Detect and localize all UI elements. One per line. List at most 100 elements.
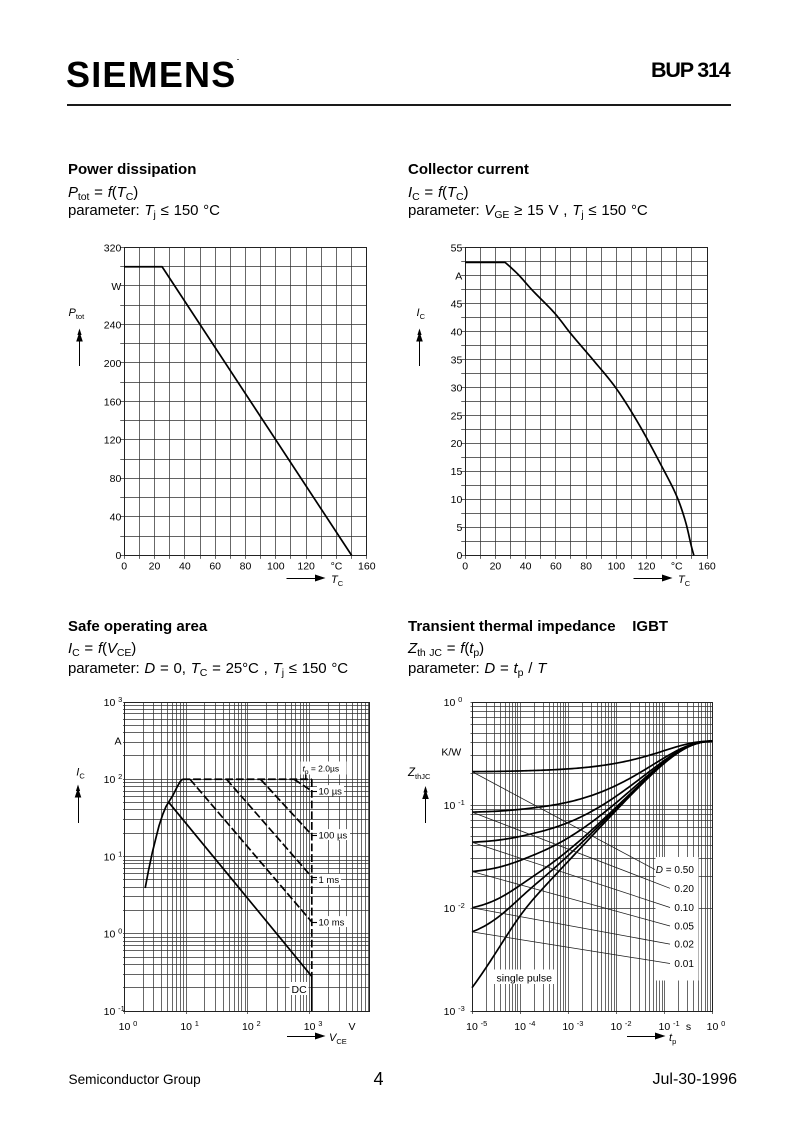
svg-text:10: 10 [104, 697, 116, 709]
svg-text:10 ms: 10 ms [319, 917, 345, 928]
svg-text:35: 35 [451, 354, 463, 366]
svg-text:160: 160 [104, 396, 122, 408]
svg-text:0: 0 [458, 695, 462, 704]
svg-text:A: A [455, 270, 462, 282]
svg-text:20: 20 [490, 561, 502, 573]
svg-text:10: 10 [104, 1006, 116, 1018]
svg-text:VCE: VCE [329, 1032, 347, 1046]
svg-text:10: 10 [444, 1006, 456, 1018]
svg-text:120: 120 [297, 561, 315, 573]
svg-text:200: 200 [104, 358, 122, 370]
svg-text:20: 20 [451, 438, 463, 450]
svg-text:10 µs: 10 µs [319, 786, 343, 797]
svg-text:-3: -3 [458, 1004, 465, 1013]
svg-text:2: 2 [118, 772, 122, 781]
svg-text:10: 10 [444, 697, 456, 709]
svg-text:0: 0 [121, 561, 127, 573]
svg-text:-2: -2 [458, 901, 465, 910]
svg-text:Ptot: Ptot [69, 307, 86, 321]
svg-text:10: 10 [466, 1021, 478, 1033]
svg-text:0: 0 [118, 927, 122, 936]
svg-text:10: 10 [304, 1021, 316, 1033]
svg-text:-3: -3 [577, 1019, 584, 1028]
svg-text:0.02: 0.02 [674, 940, 694, 951]
svg-text:80: 80 [580, 561, 592, 573]
svg-text:10: 10 [451, 494, 463, 506]
svg-text:0: 0 [462, 561, 468, 573]
svg-text:0: 0 [133, 1019, 137, 1028]
svg-text:K/W: K/W [441, 746, 461, 758]
svg-text:10: 10 [444, 800, 456, 812]
svg-text:30: 30 [451, 382, 463, 394]
svg-text:80: 80 [110, 473, 122, 485]
svg-text:s: s [686, 1021, 691, 1033]
svg-text:0.20: 0.20 [674, 884, 694, 895]
svg-text:V: V [348, 1021, 355, 1033]
svg-text:0.05: 0.05 [674, 922, 694, 933]
svg-text:-1: -1 [118, 1004, 125, 1013]
svg-text:-2: -2 [625, 1019, 632, 1028]
svg-text:TC: TC [331, 574, 344, 588]
svg-text:40: 40 [110, 512, 122, 524]
svg-text:60: 60 [550, 561, 562, 573]
svg-text:10: 10 [104, 929, 116, 941]
svg-text:100: 100 [267, 561, 285, 573]
svg-text:0: 0 [721, 1019, 725, 1028]
svg-text:-1: -1 [673, 1019, 680, 1028]
svg-text:40: 40 [451, 326, 463, 338]
svg-text:1 ms: 1 ms [319, 875, 340, 886]
svg-text:IC: IC [417, 307, 426, 321]
svg-text:100 µs: 100 µs [319, 830, 348, 841]
svg-text:1: 1 [118, 849, 122, 858]
svg-text:10: 10 [659, 1021, 671, 1033]
svg-text:20: 20 [149, 561, 161, 573]
svg-text:°C: °C [671, 561, 683, 573]
svg-text:single pulse: single pulse [497, 972, 553, 984]
svg-text:IC: IC [76, 767, 85, 781]
svg-text:D = 0.50: D = 0.50 [656, 865, 695, 876]
svg-text:10: 10 [562, 1021, 574, 1033]
svg-text:45: 45 [451, 298, 463, 310]
svg-text:160: 160 [698, 561, 716, 573]
svg-text:120: 120 [104, 435, 122, 447]
svg-text:-5: -5 [481, 1019, 488, 1028]
svg-text:120: 120 [638, 561, 656, 573]
svg-text:5: 5 [456, 522, 462, 534]
svg-text:10: 10 [104, 851, 116, 863]
svg-text:DC: DC [292, 984, 308, 996]
svg-text:15: 15 [451, 466, 463, 478]
svg-text:2: 2 [257, 1019, 261, 1028]
svg-text:0: 0 [115, 550, 121, 562]
svg-text:3: 3 [318, 1019, 322, 1028]
svg-text:100: 100 [608, 561, 626, 573]
svg-text:240: 240 [104, 319, 122, 331]
svg-text:0.01: 0.01 [674, 959, 694, 970]
svg-text:40: 40 [179, 561, 191, 573]
svg-text:-4: -4 [529, 1019, 536, 1028]
svg-text:3: 3 [118, 695, 122, 704]
svg-text:°C: °C [331, 561, 343, 573]
svg-text:10: 10 [104, 774, 116, 786]
svg-text:1: 1 [195, 1019, 199, 1028]
svg-text:TC: TC [678, 574, 691, 588]
svg-text:320: 320 [104, 242, 122, 254]
svg-text:25: 25 [451, 410, 463, 422]
svg-text:40: 40 [520, 561, 532, 573]
svg-text:160: 160 [358, 561, 376, 573]
svg-text:ZthJC: ZthJC [407, 767, 431, 781]
svg-text:10: 10 [119, 1021, 131, 1033]
svg-text:10: 10 [707, 1021, 719, 1033]
svg-text:10: 10 [514, 1021, 526, 1033]
svg-text:10: 10 [180, 1021, 192, 1033]
svg-text:A: A [114, 735, 121, 747]
svg-text:tp: tp [669, 1032, 676, 1046]
svg-text:10: 10 [610, 1021, 622, 1033]
svg-text:tp = 2.0µs: tp = 2.0µs [303, 764, 340, 777]
svg-text:10: 10 [444, 903, 456, 915]
svg-text:10: 10 [242, 1021, 254, 1033]
svg-text:W: W [111, 281, 121, 293]
svg-text:0.10: 0.10 [674, 903, 694, 914]
svg-text:-1: -1 [458, 798, 465, 807]
svg-text:80: 80 [240, 561, 252, 573]
svg-text:0: 0 [456, 550, 462, 562]
